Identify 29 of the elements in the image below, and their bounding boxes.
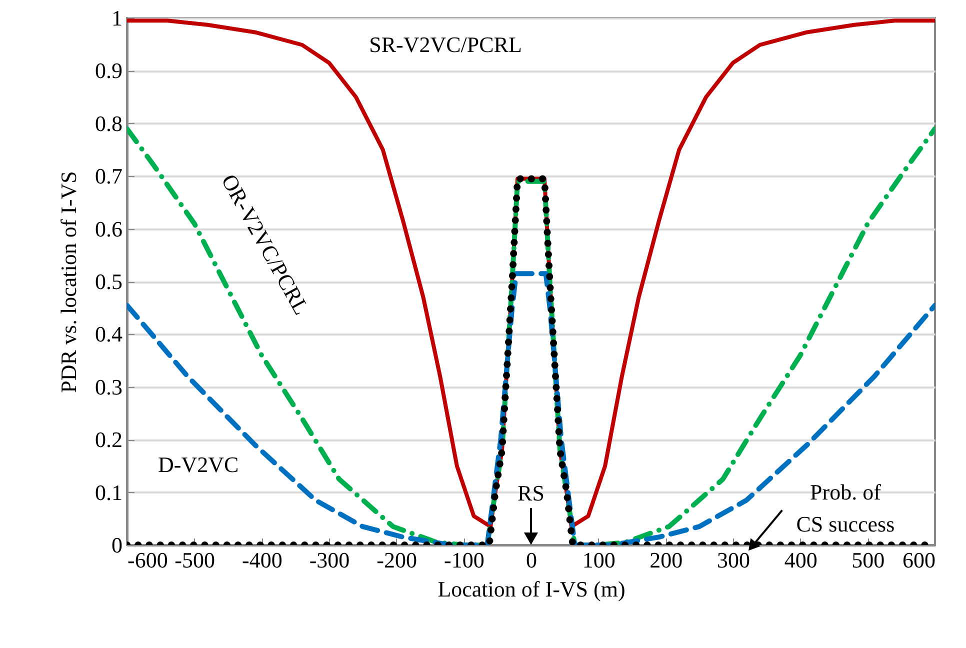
x-tick-label: 600 xyxy=(902,548,936,572)
y-tick-label: 0.4 xyxy=(95,322,122,347)
x-tick-label: -100 xyxy=(444,548,484,572)
y-tick-label: 0.5 xyxy=(95,269,122,294)
y-tick-label: 0.2 xyxy=(95,427,122,452)
x-tick-label: 300 xyxy=(717,548,750,572)
x-tick-label: -400 xyxy=(242,548,282,572)
x-tick-label: -300 xyxy=(309,548,350,572)
y-tick-label: 0.1 xyxy=(95,480,122,505)
series-label: SR-V2VC/PCRL xyxy=(369,32,522,57)
series-label: Prob. of CS success xyxy=(796,479,895,536)
y-tick-label: 0.9 xyxy=(95,58,122,84)
x-tick-label: -200 xyxy=(376,548,417,572)
y-tick-label: 0.7 xyxy=(95,164,122,189)
series-label: D-V2VC xyxy=(158,452,239,477)
y-tick-label: 1 xyxy=(112,6,122,30)
x-tick-label: -600 xyxy=(128,548,168,572)
x-tick-label: 0 xyxy=(526,548,537,572)
x-tick-label: 200 xyxy=(650,548,683,572)
x-tick-label: 100 xyxy=(582,548,616,572)
x-tick-label: 400 xyxy=(784,548,818,572)
annotation: RS xyxy=(518,480,544,506)
x-tick-label: -500 xyxy=(174,548,215,572)
y-axis-title: PDR vs. location of I-VS xyxy=(56,171,81,393)
x-tick-label: 500 xyxy=(852,548,885,572)
y-tick-label: 0.6 xyxy=(95,216,122,242)
y-tick-label: 0.8 xyxy=(95,110,122,136)
x-axis-title: Location of I-VS (m) xyxy=(438,576,626,602)
y-tick-label: 0.3 xyxy=(95,374,122,400)
